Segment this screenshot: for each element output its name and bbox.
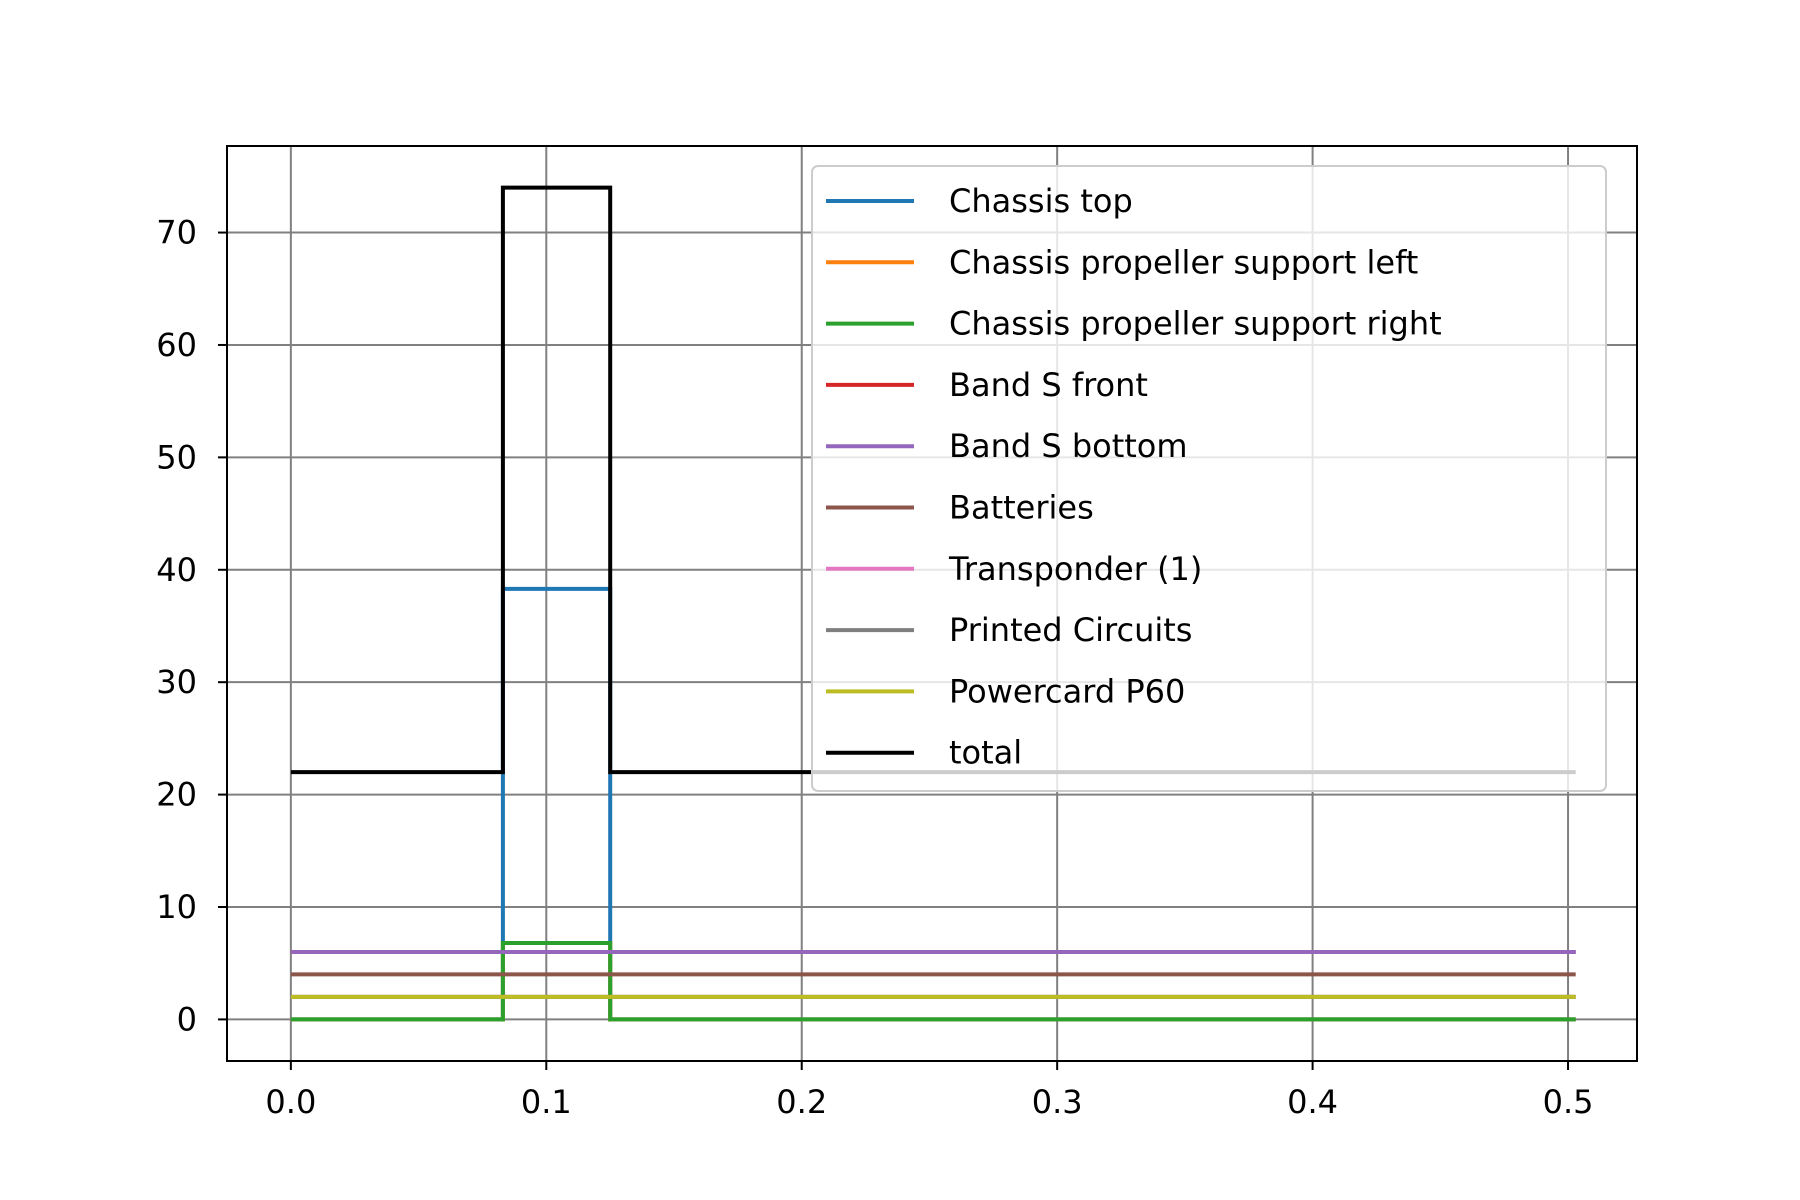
y-tick-label: 50 (156, 438, 197, 476)
x-tick-label: 0.1 (521, 1083, 572, 1121)
x-tick-label: 0.4 (1287, 1083, 1338, 1121)
legend-label: Powercard P60 (949, 672, 1185, 710)
x-tick-label: 0.5 (1543, 1083, 1594, 1121)
y-tick-label: 40 (156, 551, 197, 589)
ticks: 0.0 0.1 0.2 0.3 0.4 0.5 0 10 20 30 40 50 60 70 (156, 214, 1593, 1121)
legend-label: Band S front (949, 366, 1148, 404)
series-line-1 (290, 941, 1576, 1022)
legend-label: total (949, 734, 1022, 772)
legend-label: Batteries (949, 489, 1094, 527)
y-tick-label: 70 (156, 214, 197, 252)
series-layer (290, 185, 1576, 1022)
y-tick-label: 10 (156, 888, 197, 926)
legend-label: Transponder (1) (948, 550, 1202, 588)
y-tick-label: 60 (156, 326, 197, 364)
series-line-9 (290, 185, 1576, 775)
legend-label: Printed Circuits (949, 611, 1192, 649)
x-tick-label: 0.3 (1032, 1083, 1083, 1121)
legend-label: Chassis top (949, 182, 1133, 220)
legend-box (811, 165, 1607, 792)
x-tick-label: 0.2 (776, 1083, 827, 1121)
legend-label: Band S bottom (949, 427, 1188, 465)
legend-label: Chassis propeller support right (949, 305, 1442, 343)
plot-frame (226, 145, 1638, 1062)
legend-label: Chassis propeller support left (949, 243, 1418, 281)
y-tick-label: 20 (156, 776, 197, 814)
y-tick-label: 30 (156, 663, 197, 701)
series-line-2 (290, 941, 1576, 1022)
legend: Chassis top Chassis propeller support lef… (811, 165, 1607, 792)
y-tick-label: 0 (177, 1000, 197, 1038)
x-tick-label: 0.0 (265, 1083, 316, 1121)
